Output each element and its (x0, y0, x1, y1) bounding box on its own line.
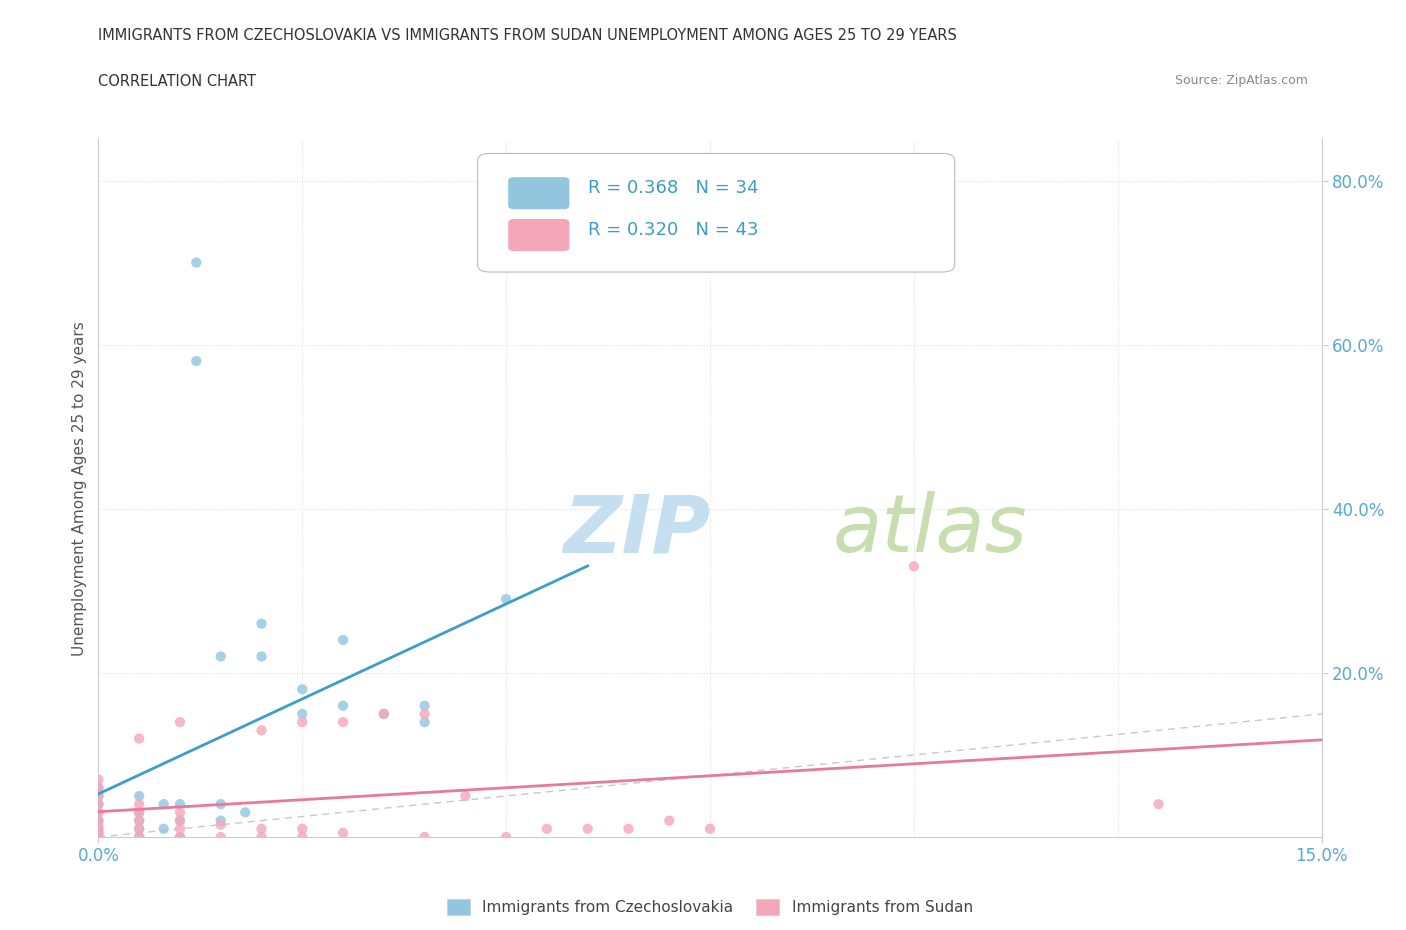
Text: CORRELATION CHART: CORRELATION CHART (98, 74, 256, 89)
Point (413, 707, 436, 722)
Point (495, 830, 517, 844)
Point (291, 821, 314, 836)
Point (209, 649, 232, 664)
Point (209, 817, 232, 832)
Point (87, 797, 110, 812)
Point (291, 682, 314, 697)
Point (128, 805, 150, 820)
Point (87, 813, 110, 828)
Point (169, 797, 191, 812)
Point (128, 830, 150, 844)
Point (87, 780, 110, 795)
Point (186, 255, 208, 270)
Point (169, 821, 191, 836)
Point (169, 714, 191, 729)
Point (576, 821, 599, 836)
Point (373, 707, 395, 722)
Point (169, 813, 191, 828)
Text: ZIP: ZIP (564, 491, 710, 569)
Point (87, 821, 110, 836)
Point (169, 830, 191, 844)
Point (87, 780, 110, 795)
Point (128, 821, 150, 836)
Point (250, 821, 273, 836)
Point (617, 821, 640, 836)
Point (128, 821, 150, 836)
Point (87, 821, 110, 836)
Point (169, 805, 191, 820)
Point (128, 813, 150, 828)
Point (152, 821, 174, 836)
Point (250, 830, 273, 844)
Legend: Immigrants from Czechoslovakia, Immigrants from Sudan: Immigrants from Czechoslovakia, Immigran… (443, 895, 977, 920)
FancyBboxPatch shape (508, 178, 569, 209)
Point (413, 698, 436, 713)
Text: IMMIGRANTS FROM CZECHOSLOVAKIA VS IMMIGRANTS FROM SUDAN UNEMPLOYMENT AMONG AGES : IMMIGRANTS FROM CZECHOSLOVAKIA VS IMMIGR… (98, 28, 957, 43)
Point (233, 805, 256, 820)
Point (87, 789, 110, 804)
Point (291, 714, 314, 729)
Point (87, 813, 110, 828)
Point (87, 826, 110, 841)
Point (291, 707, 314, 722)
Point (699, 821, 721, 836)
Point (413, 830, 436, 844)
Point (1147, 797, 1170, 812)
Point (209, 830, 232, 844)
FancyBboxPatch shape (508, 219, 569, 251)
Point (87, 789, 110, 804)
Y-axis label: Unemployment Among Ages 25 to 29 years: Unemployment Among Ages 25 to 29 years (72, 321, 87, 656)
Point (209, 813, 232, 828)
Point (87, 797, 110, 812)
Point (87, 826, 110, 841)
Point (128, 813, 150, 828)
Point (169, 830, 191, 844)
Point (291, 830, 314, 844)
Point (250, 649, 273, 664)
Point (128, 830, 150, 844)
Point (87, 805, 110, 820)
Text: atlas: atlas (832, 491, 1028, 569)
Point (128, 805, 150, 820)
Point (87, 830, 110, 844)
Point (186, 353, 208, 368)
Point (128, 731, 150, 746)
Point (87, 817, 110, 832)
Point (536, 821, 558, 836)
Point (169, 813, 191, 828)
Point (152, 797, 174, 812)
Point (250, 723, 273, 737)
Point (128, 789, 150, 804)
Text: Source: ZipAtlas.com: Source: ZipAtlas.com (1174, 74, 1308, 87)
Point (903, 559, 925, 574)
Point (495, 591, 517, 606)
FancyBboxPatch shape (478, 153, 955, 272)
Text: R = 0.320   N = 43: R = 0.320 N = 43 (588, 221, 758, 239)
Point (87, 805, 110, 820)
Point (128, 797, 150, 812)
Point (87, 772, 110, 787)
Point (332, 714, 354, 729)
Point (413, 714, 436, 729)
Point (87, 830, 110, 844)
Point (332, 698, 354, 713)
Point (209, 797, 232, 812)
Point (250, 617, 273, 631)
Point (332, 632, 354, 647)
Point (332, 826, 354, 841)
Point (658, 813, 681, 828)
Point (373, 707, 395, 722)
Text: R = 0.368   N = 34: R = 0.368 N = 34 (588, 179, 758, 197)
Point (454, 789, 477, 804)
